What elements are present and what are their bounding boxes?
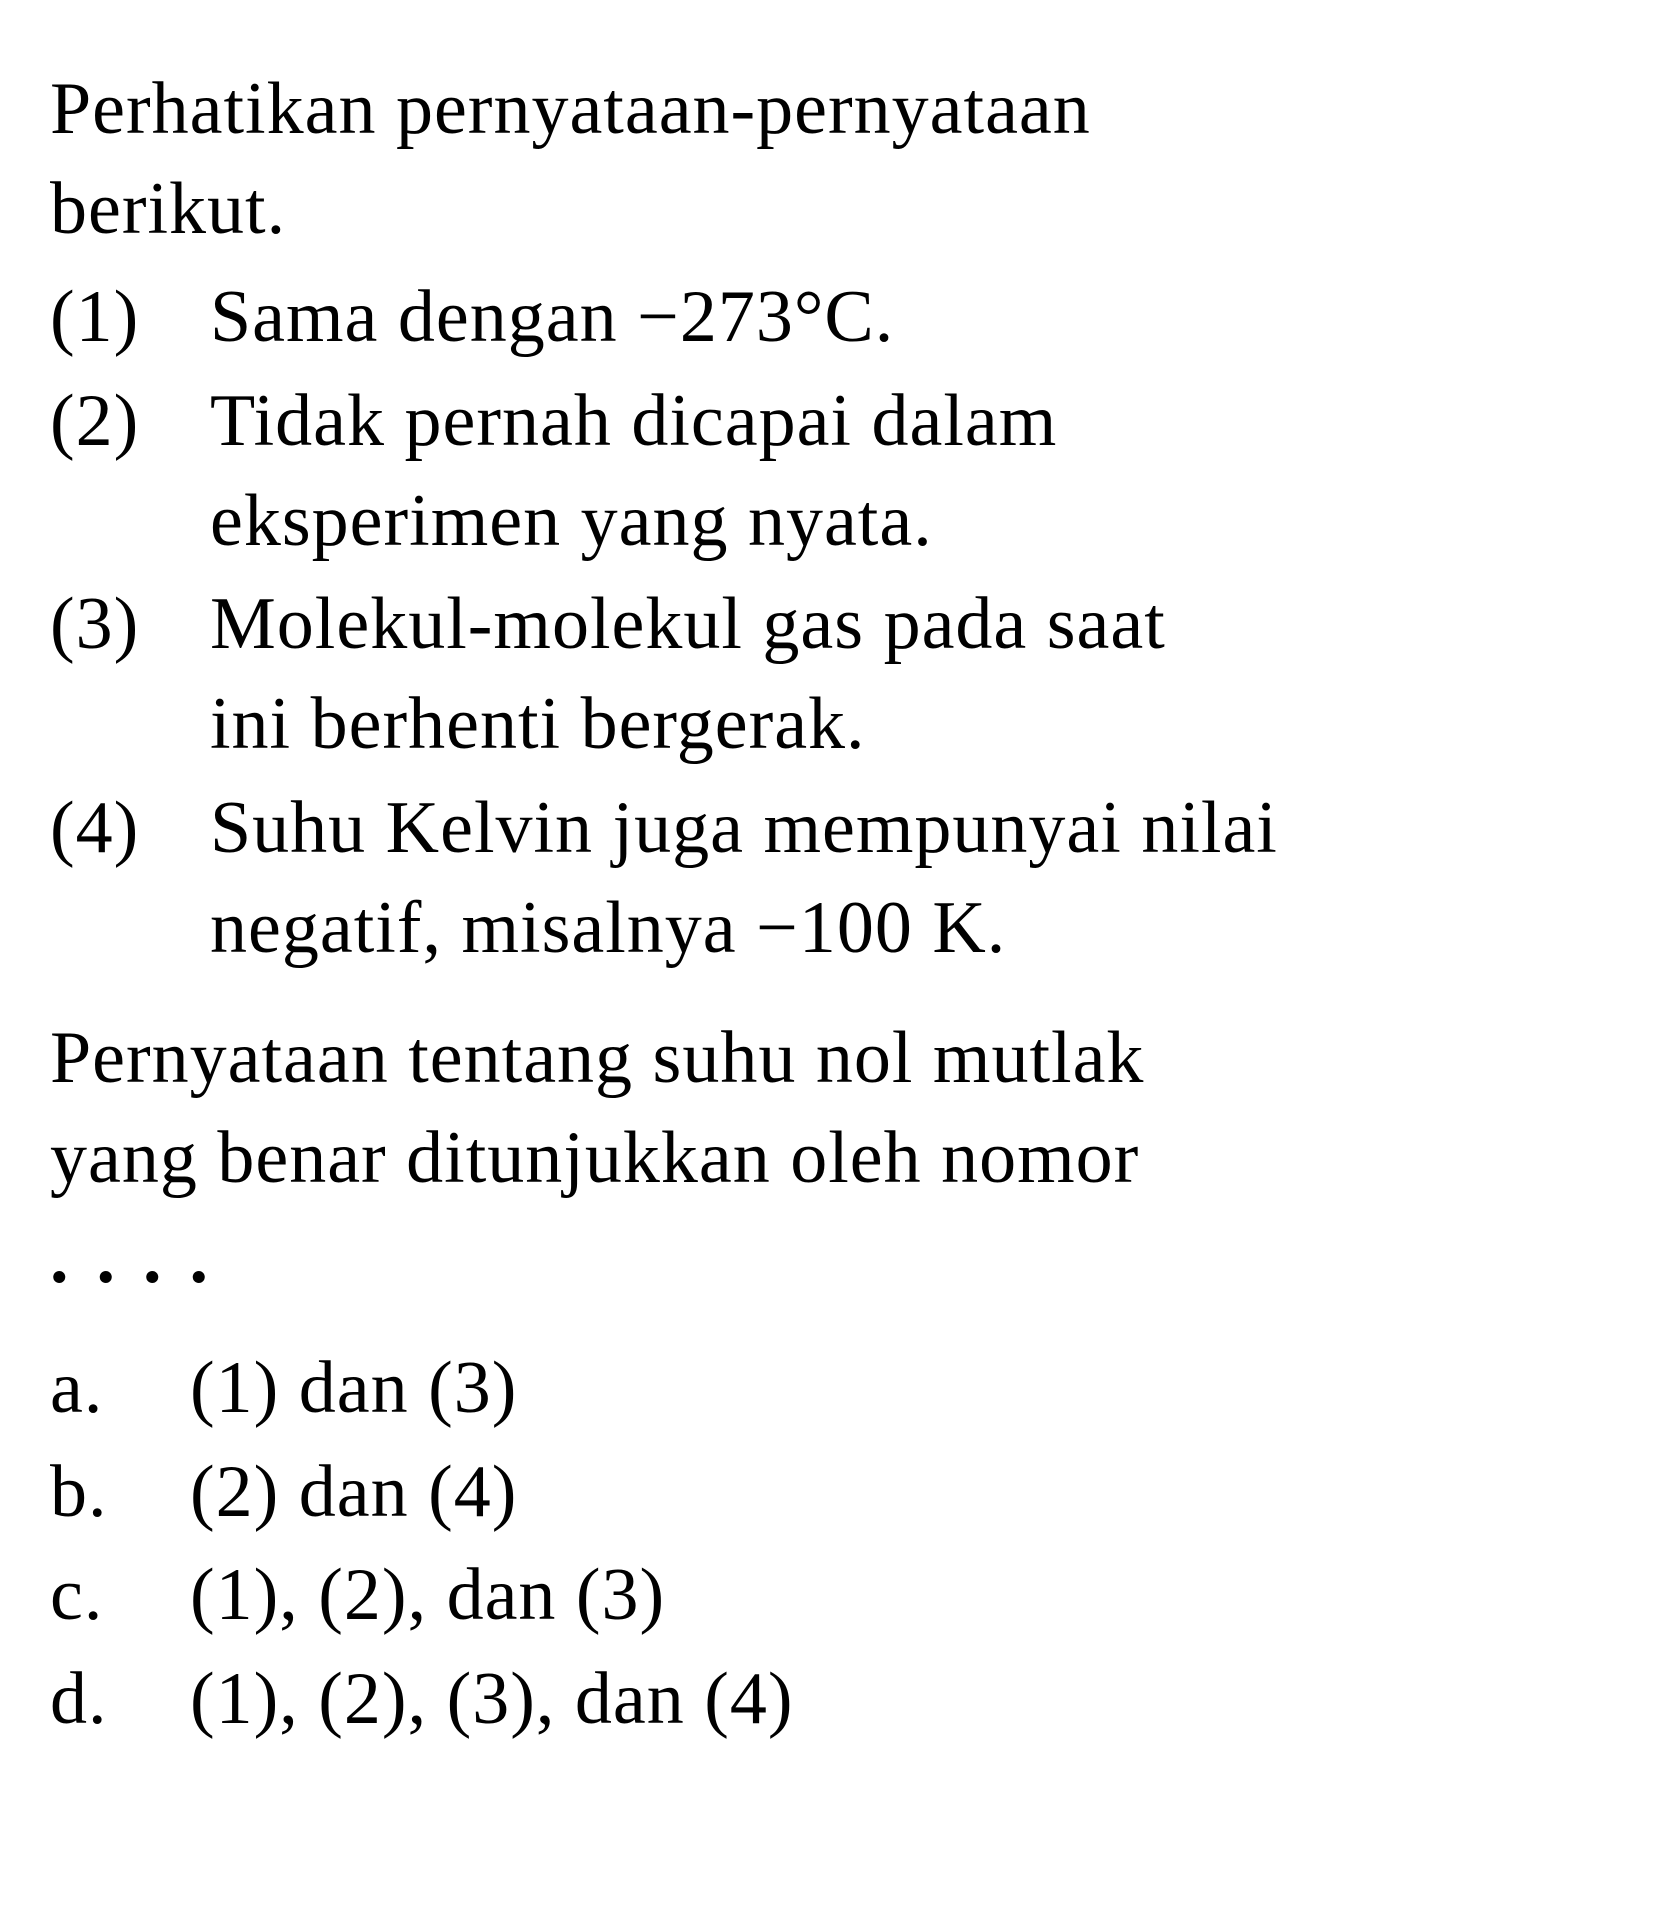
options-list: a. (1) dan (3) b. (2) dan (4) c. (1), (2… (50, 1339, 1604, 1751)
statement-text: Suhu Kelvin juga mempunyai nilai negatif… (210, 779, 1604, 979)
statement-3: (3) Molekul-molekul gas pada saat ini be… (50, 575, 1604, 775)
statement-line-2: ini berhenti bergerak. (210, 675, 1604, 775)
option-c: c. (1), (2), dan (3) (50, 1546, 1604, 1646)
statement-text: Molekul-molekul gas pada saat ini berhen… (210, 575, 1604, 775)
statement-1: (1) Sama dengan −273°C. (50, 268, 1604, 368)
statement-number: (2) (50, 372, 210, 572)
statement-line-1: Suhu Kelvin juga mempunyai nilai (210, 779, 1604, 879)
question-line-1: Pernyataan tentang suhu nol mutlak (50, 1009, 1604, 1109)
option-letter: c. (50, 1546, 190, 1646)
option-text: (1) dan (3) (190, 1339, 1604, 1439)
option-b: b. (2) dan (4) (50, 1443, 1604, 1543)
statement-number: (1) (50, 268, 210, 368)
statement-text: Sama dengan −273°C. (210, 268, 1604, 368)
intro-text: Perhatikan pernyataan-pernyataan berikut… (50, 60, 1604, 260)
option-letter: d. (50, 1650, 190, 1750)
option-letter: b. (50, 1443, 190, 1543)
statement-line-1: Tidak pernah dicapai dalam (210, 372, 1604, 472)
statement-number: (3) (50, 575, 210, 775)
statement-4: (4) Suhu Kelvin juga mempunyai nilai neg… (50, 779, 1604, 979)
option-text: (1), (2), dan (3) (190, 1546, 1604, 1646)
option-text: (1), (2), (3), dan (4) (190, 1650, 1604, 1750)
statement-line-1: Molekul-molekul gas pada saat (210, 575, 1604, 675)
option-letter: a. (50, 1339, 190, 1439)
option-a: a. (1) dan (3) (50, 1339, 1604, 1439)
option-text: (2) dan (4) (190, 1443, 1604, 1543)
ellipsis-dots: .... (50, 1209, 1604, 1309)
question-text: Pernyataan tentang suhu nol mutlak yang … (50, 1009, 1604, 1309)
statement-2: (2) Tidak pernah dicapai dalam eksperime… (50, 372, 1604, 572)
statement-text: Tidak pernah dicapai dalam eksperimen ya… (210, 372, 1604, 572)
intro-line-1: Perhatikan pernyataan-pernyataan (50, 60, 1604, 160)
statement-line-2: negatif, misalnya −100 K. (210, 879, 1604, 979)
question-content: Perhatikan pernyataan-pernyataan berikut… (50, 60, 1604, 1750)
statement-number: (4) (50, 779, 210, 979)
question-line-2: yang benar ditunjukkan oleh nomor (50, 1109, 1604, 1209)
intro-line-2: berikut. (50, 160, 1604, 260)
statements-list: (1) Sama dengan −273°C. (2) Tidak pernah… (50, 268, 1604, 979)
option-d: d. (1), (2), (3), dan (4) (50, 1650, 1604, 1750)
statement-line-2: eksperimen yang nyata. (210, 472, 1604, 572)
